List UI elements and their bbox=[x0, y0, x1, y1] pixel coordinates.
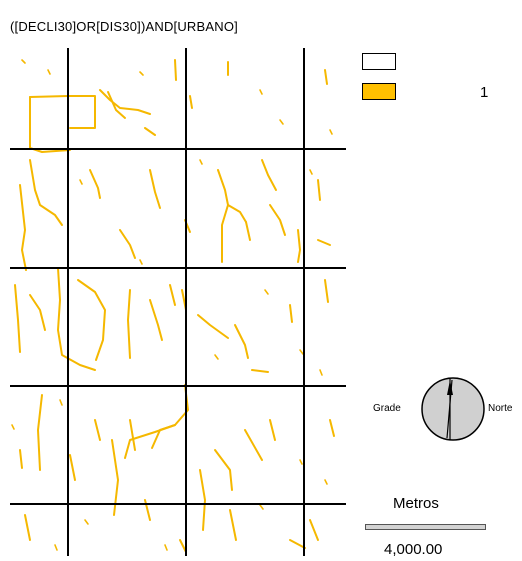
scale-unit-label: Metros bbox=[393, 495, 439, 512]
legend-label: 1 bbox=[480, 84, 489, 101]
feature-speck bbox=[279, 119, 284, 125]
feature-layer bbox=[11, 59, 335, 553]
feature-line bbox=[229, 509, 237, 541]
feature-speck bbox=[84, 519, 89, 525]
feature-speck bbox=[259, 89, 263, 95]
feature-line bbox=[289, 304, 293, 323]
feature-line bbox=[119, 229, 136, 259]
feature-speck bbox=[164, 544, 168, 551]
feature-speck bbox=[214, 354, 219, 360]
feature-line bbox=[309, 519, 319, 541]
feature-line bbox=[329, 419, 335, 437]
feature-line bbox=[189, 95, 193, 109]
feature-line bbox=[37, 394, 43, 471]
feature-line bbox=[217, 169, 229, 263]
feature-line bbox=[269, 419, 276, 441]
scale-value-label: 4,000.00 bbox=[384, 541, 443, 558]
feature-speck bbox=[21, 59, 26, 64]
feature-line bbox=[234, 324, 249, 359]
feature-line bbox=[197, 314, 229, 339]
feature-line bbox=[317, 179, 321, 201]
feature-line bbox=[227, 204, 247, 223]
feature-line bbox=[149, 299, 163, 341]
feature-speck bbox=[59, 399, 63, 406]
feature-line bbox=[57, 267, 96, 371]
feature-line bbox=[324, 279, 329, 303]
feature-line bbox=[107, 91, 126, 119]
feature-speck bbox=[11, 424, 15, 430]
feature-line bbox=[297, 229, 301, 263]
feature-line bbox=[251, 369, 269, 373]
feature-speck bbox=[199, 159, 203, 165]
feature-line bbox=[19, 184, 27, 271]
feature-line bbox=[29, 294, 46, 331]
feature-line bbox=[289, 539, 306, 549]
legend-swatch-blank bbox=[362, 53, 396, 70]
feature-line bbox=[24, 514, 31, 541]
feature-speck bbox=[54, 544, 58, 551]
map-grid bbox=[10, 48, 346, 556]
feature-speck bbox=[79, 179, 83, 185]
feature-speck bbox=[324, 479, 328, 485]
legend-swatch-urban bbox=[362, 83, 396, 100]
feature-line bbox=[29, 96, 71, 153]
feature-line bbox=[14, 284, 21, 353]
feature-line bbox=[149, 169, 161, 209]
feature-line bbox=[199, 469, 206, 531]
feature-line bbox=[261, 159, 277, 191]
compass-right-label: Norte bbox=[488, 403, 513, 414]
feature-line bbox=[245, 221, 251, 241]
feature-speck bbox=[259, 504, 264, 510]
feature-line bbox=[69, 454, 76, 481]
feature-line bbox=[77, 279, 106, 361]
feature-line bbox=[29, 95, 96, 129]
feature-line bbox=[324, 69, 328, 85]
north-arrow-compass-icon bbox=[421, 377, 485, 441]
feature-speck bbox=[299, 459, 303, 465]
feature-speck bbox=[309, 169, 313, 175]
feature-line bbox=[151, 384, 189, 449]
map-title: ([DECLI30]OR[DIS30])AND[URBANO] bbox=[10, 19, 238, 34]
feature-line bbox=[269, 204, 286, 236]
feature-speck bbox=[139, 71, 144, 76]
feature-line bbox=[129, 419, 136, 451]
feature-speck bbox=[299, 349, 304, 355]
feature-line bbox=[169, 284, 176, 306]
feature-speck bbox=[264, 289, 269, 295]
feature-line bbox=[29, 159, 63, 226]
feature-line bbox=[99, 89, 151, 115]
compass-left-label: Grade bbox=[373, 403, 401, 414]
feature-speck bbox=[139, 259, 143, 265]
feature-line bbox=[124, 424, 176, 459]
feature-line bbox=[94, 419, 101, 441]
feature-line bbox=[317, 239, 331, 246]
feature-line bbox=[214, 449, 233, 491]
scale-bar bbox=[365, 524, 486, 530]
feature-line bbox=[19, 449, 23, 469]
feature-line bbox=[174, 59, 177, 81]
feature-line bbox=[144, 127, 156, 136]
feature-line bbox=[127, 289, 131, 359]
feature-speck bbox=[319, 369, 323, 376]
feature-line bbox=[89, 169, 101, 199]
feature-speck bbox=[329, 129, 333, 135]
feature-line bbox=[244, 429, 263, 461]
feature-speck bbox=[47, 69, 51, 75]
